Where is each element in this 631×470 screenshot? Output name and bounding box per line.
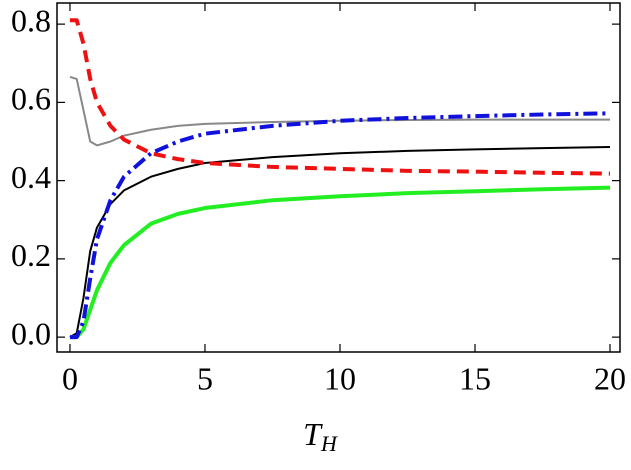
y-tick-label: 0.6: [11, 81, 51, 117]
y-tick-label: 0.8: [11, 2, 51, 38]
line-series: [69, 145, 611, 338]
x-tick-label: 5: [197, 360, 213, 396]
line-series: [69, 185, 611, 340]
x-tick-label: 10: [324, 360, 356, 396]
y-tick-label: 0.4: [11, 159, 51, 195]
y-tick-label: 0.2: [11, 237, 51, 273]
line-series: [69, 111, 611, 340]
x-tick-label: 20: [594, 360, 626, 396]
line-series: [69, 18, 611, 176]
x-label-main: T: [303, 416, 323, 452]
x-tick-label: 15: [459, 360, 491, 396]
y-tick-label: 0.0: [11, 315, 51, 351]
plot-frame: [56, 2, 621, 353]
line-series: [69, 75, 611, 147]
x-label-sub: H: [320, 431, 338, 456]
x-tick-label: 0: [62, 360, 78, 396]
x-axis-label: TH: [303, 416, 338, 456]
